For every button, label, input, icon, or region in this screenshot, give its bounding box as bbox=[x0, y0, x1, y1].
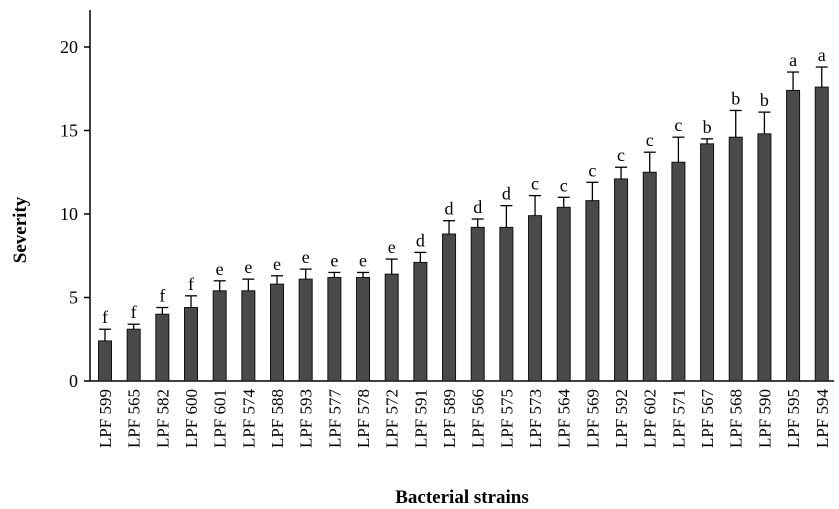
significance-letter: f bbox=[159, 286, 165, 306]
significance-letter: c bbox=[588, 160, 596, 180]
x-tick-label: LPF 588 bbox=[268, 389, 287, 448]
x-tick-label: LPF 573 bbox=[526, 389, 545, 448]
bar-lpf-591 bbox=[413, 261, 428, 382]
bar-lpf-571 bbox=[671, 161, 686, 382]
y-tick-label: 0 bbox=[69, 371, 78, 391]
significance-letter: b bbox=[703, 117, 712, 137]
significance-letter: f bbox=[131, 302, 137, 322]
category-labels-group: LPF 599 LPF 565 LPF 582 LPF 600 LPF 601 LPF 5… bbox=[96, 389, 832, 449]
bar-lpf-573 bbox=[528, 215, 543, 382]
bar-lpf-575 bbox=[499, 226, 514, 382]
bar-lpf-568 bbox=[728, 136, 743, 382]
x-tick-label: LPF 582 bbox=[153, 389, 172, 448]
bar-lpf-572 bbox=[384, 273, 399, 382]
bar-lpf-582 bbox=[155, 313, 170, 382]
significance-letter: b bbox=[731, 88, 740, 108]
significance-letter: d bbox=[502, 184, 511, 204]
bar-lpf-565 bbox=[126, 328, 141, 382]
significance-letter: e bbox=[216, 259, 224, 279]
significance-letter: e bbox=[330, 250, 338, 270]
x-tick-label: LPF 575 bbox=[497, 389, 516, 448]
bar-lpf-599 bbox=[98, 340, 112, 382]
y-tick-label: 15 bbox=[60, 121, 78, 141]
bar-lpf-594 bbox=[814, 86, 829, 382]
significance-letter: e bbox=[302, 247, 310, 267]
y-axis-title: Severity bbox=[10, 196, 31, 263]
significance-letter: e bbox=[359, 250, 367, 270]
y-tick-label: 20 bbox=[60, 37, 78, 57]
bar-lpf-593 bbox=[298, 278, 313, 382]
x-tick-label: LPF 567 bbox=[698, 389, 717, 449]
significance-letter: c bbox=[674, 115, 682, 135]
significance-letter: d bbox=[416, 230, 425, 250]
bars-group bbox=[98, 86, 829, 382]
x-tick-label: LPF 574 bbox=[239, 389, 258, 449]
bar-lpf-564 bbox=[556, 206, 571, 382]
significance-letter: b bbox=[760, 90, 769, 110]
x-tick-label: LPF 564 bbox=[555, 389, 574, 449]
x-tick-label: LPF 589 bbox=[440, 389, 459, 448]
bar-lpf-588 bbox=[270, 283, 285, 382]
bar-lpf-602 bbox=[642, 171, 657, 382]
y-tick-label: 5 bbox=[69, 288, 78, 308]
y-tick-label: 10 bbox=[60, 204, 78, 224]
x-tick-label: LPF 594 bbox=[813, 389, 832, 449]
bar-lpf-592 bbox=[614, 178, 629, 382]
bar-lpf-600 bbox=[184, 307, 199, 382]
x-tick-label: LPF 578 bbox=[354, 389, 373, 448]
x-tick-label: LPF 568 bbox=[727, 389, 746, 448]
x-tick-label: LPF 602 bbox=[641, 389, 660, 448]
bar-lpf-569 bbox=[585, 200, 600, 382]
significance-letter: f bbox=[188, 274, 194, 294]
x-tick-label: LPF 595 bbox=[784, 389, 803, 448]
bar-lpf-601 bbox=[212, 290, 227, 382]
significance-letter: c bbox=[531, 174, 539, 194]
x-axis-title: Bacterial strains bbox=[395, 487, 529, 508]
bar-lpf-577 bbox=[327, 276, 342, 382]
error-bars-group bbox=[99, 66, 828, 341]
x-tick-label: LPF 590 bbox=[755, 389, 774, 448]
x-tick-label: LPF 571 bbox=[669, 389, 688, 448]
bar-lpf-567 bbox=[700, 143, 715, 382]
x-tick-label: LPF 569 bbox=[583, 389, 602, 448]
bar-lpf-574 bbox=[241, 290, 256, 382]
significance-letter: d bbox=[445, 199, 454, 219]
bar-lpf-578 bbox=[356, 276, 371, 382]
significance-letter: f bbox=[102, 307, 108, 327]
significance-letter: c bbox=[560, 175, 568, 195]
bar-lpf-590 bbox=[757, 133, 772, 382]
x-tick-label: LPF 600 bbox=[182, 389, 201, 448]
x-tick-label: LPF 592 bbox=[612, 389, 631, 448]
significance-letter: e bbox=[273, 254, 281, 274]
x-tick-label: LPF 572 bbox=[383, 389, 402, 448]
x-tick-label: LPF 593 bbox=[297, 389, 316, 448]
y-axis: 0 5 10 15 20 bbox=[60, 10, 91, 391]
significance-letter: a bbox=[789, 50, 797, 70]
significance-letter: a bbox=[818, 45, 826, 65]
x-tick-label: LPF 577 bbox=[325, 389, 344, 449]
significance-letter: e bbox=[244, 257, 252, 277]
bar-lpf-595 bbox=[786, 89, 801, 382]
x-tick-label: LPF 565 bbox=[125, 389, 144, 448]
significance-letter: c bbox=[646, 130, 654, 150]
bar-lpf-589 bbox=[442, 233, 457, 382]
significance-letter: c bbox=[617, 145, 625, 165]
significance-letter: e bbox=[388, 237, 396, 257]
x-tick-label: LPF 599 bbox=[96, 389, 115, 448]
x-tick-label: LPF 591 bbox=[411, 389, 430, 448]
x-tick-label: LPF 601 bbox=[211, 389, 230, 448]
significance-letter: d bbox=[473, 197, 482, 217]
x-tick-label: LPF 566 bbox=[469, 389, 488, 448]
bar-lpf-566 bbox=[470, 226, 485, 382]
